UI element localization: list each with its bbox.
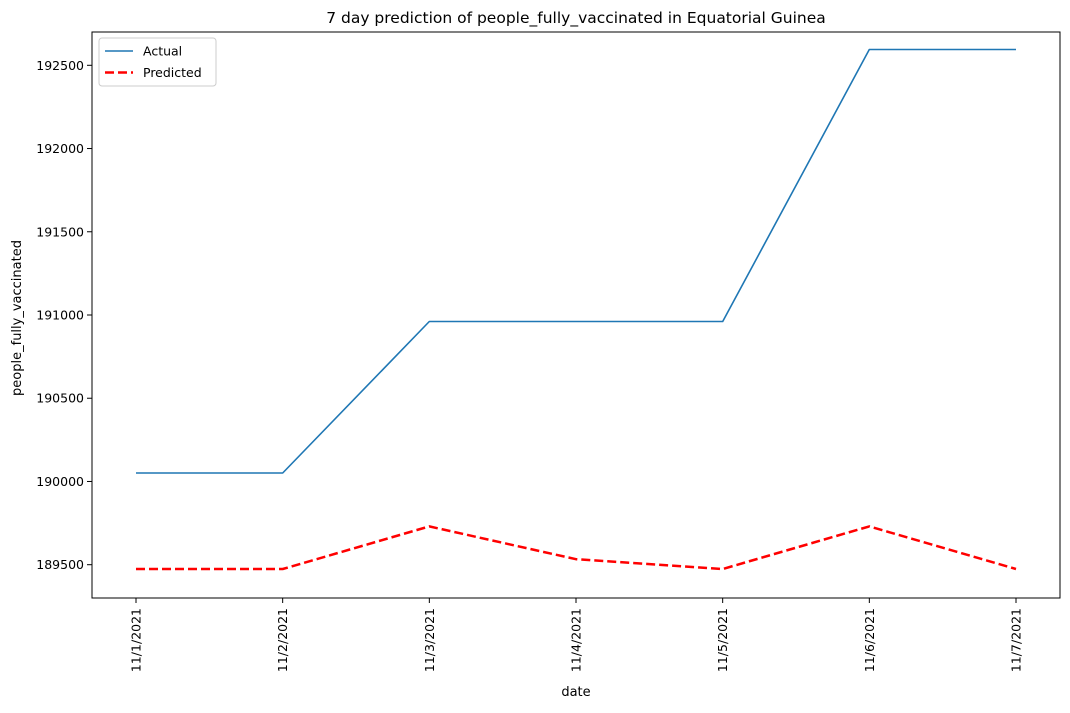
y-tick-label: 189500 — [36, 557, 84, 572]
series-line-predicted — [136, 525, 1017, 571]
data-point-predicted — [428, 525, 430, 527]
y-tick-label: 190000 — [36, 474, 84, 489]
y-tick-label: 192000 — [36, 141, 84, 156]
x-tick-label: 11/2/2021 — [275, 608, 290, 672]
data-point-actual — [135, 472, 137, 474]
y-axis-label: people_fully_vaccinated — [10, 240, 25, 396]
data-point-actual — [868, 48, 870, 50]
data-point-actual — [575, 320, 577, 322]
data-point-predicted — [721, 568, 723, 570]
x-tick-label: 11/1/2021 — [129, 608, 144, 672]
chart-title: 7 day prediction of people_fully_vaccina… — [326, 9, 826, 28]
data-point-actual — [428, 320, 430, 322]
y-axis: 189500 190000 190500 191000 191500 192000 1925… — [36, 58, 92, 572]
legend: Actual Predicted — [98, 37, 217, 87]
legend-label-actual: Actual — [143, 44, 182, 59]
y-tick-label: 192500 — [36, 58, 84, 73]
x-axis: 11/1/2021 11/2/2021 11/3/2021 11/4/2021 11/5… — [129, 598, 1024, 672]
y-tick-label: 191500 — [36, 224, 84, 239]
legend-box — [98, 37, 217, 87]
data-point-predicted — [1015, 568, 1017, 570]
y-tick-label: 191000 — [36, 308, 84, 323]
x-tick-label: 11/6/2021 — [862, 608, 877, 672]
series-line-actual — [136, 48, 1016, 474]
data-point-actual — [1015, 48, 1017, 50]
data-point-actual — [281, 472, 283, 474]
x-tick-label: 11/5/2021 — [715, 608, 730, 672]
x-tick-label: 11/4/2021 — [569, 608, 584, 672]
data-point-actual — [721, 320, 723, 322]
y-tick-label: 190500 — [36, 391, 84, 406]
legend-label-predicted: Predicted — [143, 65, 202, 80]
plot-area — [135, 48, 1017, 571]
data-point-predicted — [135, 568, 137, 570]
x-tick-label: 11/7/2021 — [1009, 608, 1024, 672]
data-point-predicted — [575, 558, 577, 560]
x-tick-label: 11/3/2021 — [422, 608, 437, 672]
data-point-predicted — [281, 568, 283, 570]
x-axis-label: date — [561, 685, 590, 700]
data-point-predicted — [868, 525, 870, 527]
